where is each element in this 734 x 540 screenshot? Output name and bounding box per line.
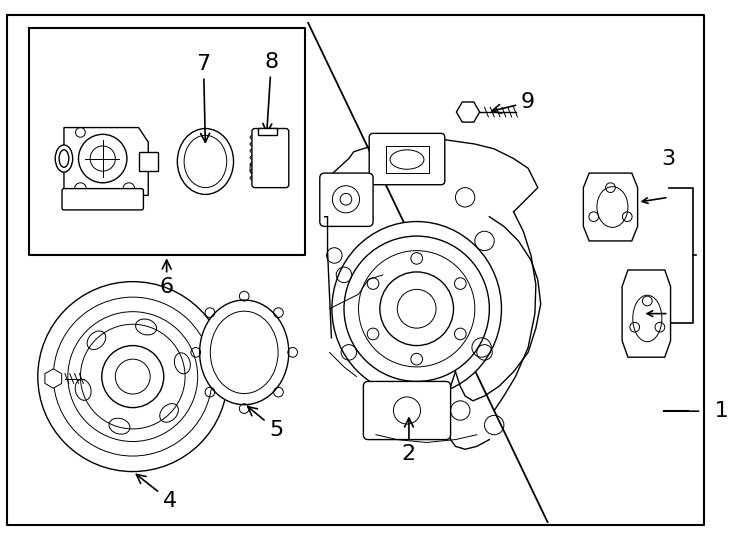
Text: 9: 9 — [492, 92, 535, 113]
Text: 6: 6 — [159, 260, 174, 298]
Circle shape — [344, 236, 490, 381]
Text: 7: 7 — [197, 53, 211, 143]
Ellipse shape — [332, 221, 501, 396]
Ellipse shape — [55, 145, 73, 172]
Circle shape — [37, 282, 228, 471]
Bar — [258, 127, 277, 136]
Ellipse shape — [178, 129, 233, 194]
FancyBboxPatch shape — [62, 188, 143, 210]
Ellipse shape — [200, 300, 288, 404]
FancyBboxPatch shape — [320, 173, 373, 226]
Text: 2: 2 — [402, 418, 416, 464]
Circle shape — [102, 346, 164, 408]
Polygon shape — [622, 270, 671, 357]
Text: —  1: — 1 — [678, 401, 729, 421]
Circle shape — [79, 134, 127, 183]
Bar — [385, 146, 429, 173]
Text: 5: 5 — [248, 407, 283, 440]
Text: 4: 4 — [137, 475, 177, 511]
Circle shape — [380, 272, 454, 346]
FancyBboxPatch shape — [369, 133, 445, 185]
FancyBboxPatch shape — [252, 129, 288, 187]
Text: 3: 3 — [661, 148, 676, 168]
Text: 8: 8 — [263, 52, 278, 133]
Polygon shape — [584, 173, 638, 241]
Bar — [139, 152, 158, 171]
FancyBboxPatch shape — [363, 381, 451, 440]
